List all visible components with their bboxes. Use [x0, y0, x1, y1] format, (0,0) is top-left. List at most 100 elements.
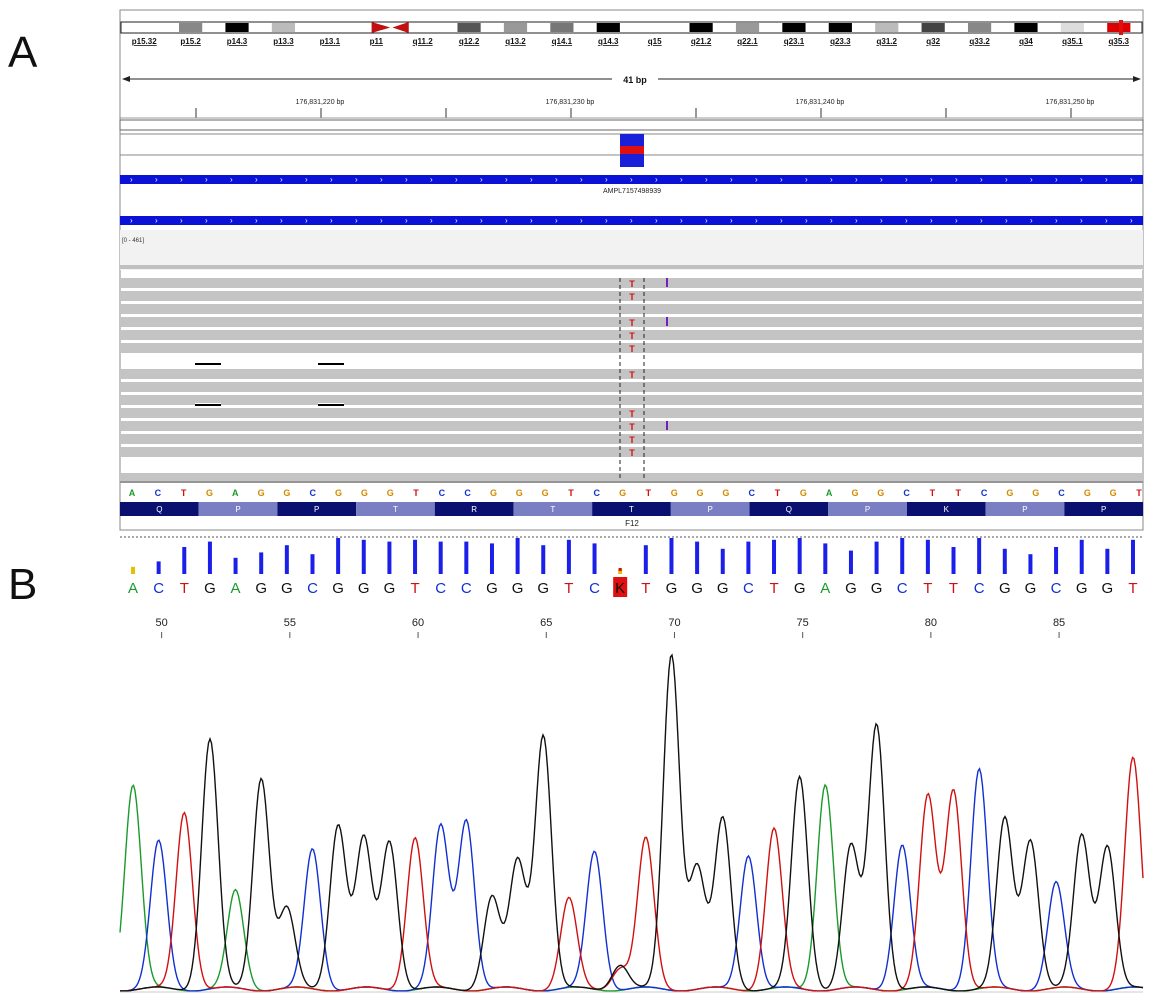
reference-base: G: [1032, 488, 1039, 498]
ideogram-band: [550, 23, 574, 32]
read-mismatch-base: T: [629, 435, 635, 445]
insertion-marker: [666, 317, 668, 326]
reference-base: G: [490, 488, 497, 498]
ideogram-outline: [120, 21, 1143, 34]
strand-chevron: ›: [480, 175, 483, 184]
strand-chevron: ›: [505, 216, 508, 225]
coverage-bar: [120, 265, 1143, 269]
strand-chevron: ›: [555, 175, 558, 184]
insertion-marker: [666, 278, 668, 287]
strand-chevron: ›: [255, 175, 258, 184]
strand-chevron: ›: [1005, 175, 1008, 184]
reference-base: A: [232, 488, 239, 498]
read-row: [120, 291, 1143, 301]
read-row: [120, 473, 1143, 483]
band-label: q21.2: [691, 37, 712, 46]
trace-position-label: 50: [156, 617, 168, 629]
quality-bar: [336, 538, 341, 574]
amino-acid-label: T: [393, 505, 398, 514]
band-label: q32: [926, 37, 940, 46]
amino-acid-label: Q: [156, 505, 162, 514]
basecall: G: [1076, 580, 1088, 597]
read-mismatch-base: T: [629, 448, 635, 458]
strand-chevron: ›: [780, 216, 783, 225]
basecall: T: [564, 580, 573, 597]
strand-chevron: ›: [1080, 175, 1083, 184]
reference-base: G: [1110, 488, 1117, 498]
reference-base: T: [1136, 488, 1142, 498]
trace-position-label: 55: [284, 617, 296, 629]
strand-chevron: ›: [1055, 216, 1058, 225]
strand-chevron: ›: [1030, 216, 1033, 225]
ideogram-band: [596, 23, 620, 32]
quality-bar: [592, 543, 597, 574]
read-row: [120, 369, 1143, 379]
basecall: C: [974, 580, 985, 597]
read-row: [120, 343, 1143, 353]
read-mismatch-base: T: [629, 344, 635, 354]
basecall: T: [923, 580, 932, 597]
reference-base: C: [439, 488, 446, 498]
basecall: G: [358, 580, 370, 597]
ideogram-band: [1107, 23, 1131, 32]
strand-chevron: ›: [680, 216, 683, 225]
strand-chevron: ›: [1130, 216, 1133, 225]
position-label: 176,831,250 bp: [1046, 99, 1095, 106]
strand-chevron: ›: [1130, 175, 1133, 184]
strand-chevron: ›: [330, 175, 333, 184]
quality-bar: [1054, 547, 1059, 574]
strand-chevron: ›: [180, 175, 183, 184]
basecall: G: [871, 580, 883, 597]
strand-chevron: ›: [380, 175, 383, 184]
ambiguous-call-highlight: [613, 577, 628, 597]
strand-chevron: ›: [980, 175, 983, 184]
quality-bar: [695, 541, 700, 574]
trace-position-label: 85: [1053, 617, 1065, 629]
strand-chevron: ›: [630, 175, 633, 184]
strand-chevron: ›: [130, 175, 133, 184]
reference-base: T: [568, 488, 574, 498]
reference-base: T: [775, 488, 781, 498]
basecall: G: [486, 580, 498, 597]
position-label: 176,831,230 bp: [546, 99, 595, 106]
quality-bar: [182, 547, 187, 574]
strand-chevron: ›: [1030, 175, 1033, 184]
basecall: C: [589, 580, 600, 597]
strand-chevron: ›: [205, 216, 208, 225]
reference-base: C: [594, 488, 601, 498]
band-label: q33.2: [969, 37, 990, 46]
strand-chevron: ›: [705, 175, 708, 184]
basecall: G: [691, 580, 703, 597]
reference-base: G: [671, 488, 678, 498]
quality-bar: [772, 539, 777, 574]
strand-chevron: ›: [655, 216, 658, 225]
amino-acid-label: K: [944, 505, 950, 514]
strand-chevron: ›: [480, 216, 483, 225]
strand-chevron: ›: [330, 216, 333, 225]
ideogram-band: [875, 23, 899, 32]
strand-chevron: ›: [405, 216, 408, 225]
span-arrow-left: [122, 76, 130, 82]
panel-label-b: B: [8, 560, 38, 609]
basecall: G: [537, 580, 549, 597]
strand-chevron: ›: [1105, 216, 1108, 225]
strand-chevron: ›: [830, 175, 833, 184]
read-row: [120, 408, 1143, 418]
reference-base: G: [258, 488, 265, 498]
trace-position-label: 80: [925, 617, 937, 629]
quality-bar: [207, 541, 212, 574]
strand-chevron: ›: [755, 216, 758, 225]
strand-chevron: ›: [555, 216, 558, 225]
reference-base: G: [542, 488, 549, 498]
amino-acid-label: T: [629, 505, 634, 514]
ideogram-band: [782, 23, 806, 32]
band-label: q23.1: [784, 37, 805, 46]
quality-bar: [900, 538, 905, 574]
read-row: [120, 330, 1143, 340]
band-label: p14.3: [227, 37, 248, 46]
read-mismatch-base: T: [629, 370, 635, 380]
ideogram-band: [643, 23, 667, 32]
amino-acid-block: [828, 502, 907, 516]
amino-acid-label: P: [314, 505, 319, 514]
reference-base: G: [361, 488, 368, 498]
